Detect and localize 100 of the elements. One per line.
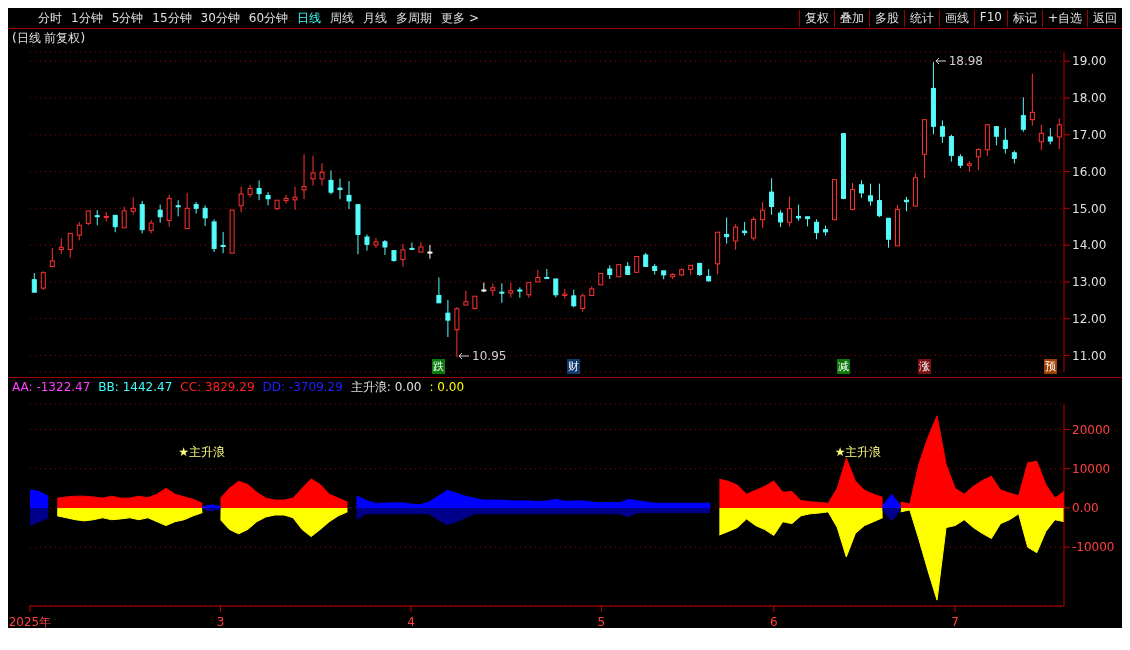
text: 统计 bbox=[903, 9, 939, 27]
candlestick bbox=[121, 206, 127, 229]
text: 5分钟 bbox=[111, 9, 144, 27]
candlestick bbox=[220, 231, 226, 254]
candlestick bbox=[67, 232, 73, 259]
chart-title: (日线 前复权) bbox=[11, 30, 87, 47]
candlestick bbox=[948, 134, 954, 163]
candlestick bbox=[733, 223, 739, 251]
text: 周线 bbox=[330, 9, 355, 27]
annotation: 财 bbox=[566, 359, 580, 374]
candlestick bbox=[310, 155, 316, 187]
y-tick-label: 14.00 bbox=[1072, 238, 1107, 253]
text: : 0.00 bbox=[429, 379, 465, 396]
candlestick bbox=[885, 217, 891, 249]
candlestick bbox=[454, 306, 460, 358]
candlestick bbox=[427, 244, 433, 260]
candlestick bbox=[445, 299, 451, 338]
text: 日线 bbox=[297, 9, 322, 27]
y-tick-label: 20000 bbox=[1072, 422, 1111, 437]
candlestick bbox=[373, 237, 379, 249]
text: 15分钟 bbox=[152, 9, 192, 27]
candlestick bbox=[769, 177, 775, 216]
y-tick-label: 16.00 bbox=[1072, 164, 1107, 179]
y-tick-label: 12.00 bbox=[1072, 311, 1107, 326]
text: AA: -1322.47 bbox=[12, 379, 91, 396]
candlestick bbox=[256, 179, 262, 201]
candlestick bbox=[760, 201, 766, 229]
candlestick bbox=[184, 192, 190, 230]
text: 30分钟 bbox=[200, 9, 240, 27]
candlestick bbox=[787, 196, 793, 227]
x-tick-label: 6 bbox=[769, 615, 778, 629]
candlestick bbox=[166, 194, 172, 228]
candlestick bbox=[850, 182, 856, 212]
candlestick bbox=[382, 239, 388, 256]
candlestick bbox=[724, 217, 730, 245]
text: CC: 3829.29 bbox=[180, 379, 255, 396]
y-tick-label: 18.00 bbox=[1072, 91, 1107, 106]
candlestick bbox=[939, 119, 945, 144]
candlestick bbox=[1029, 73, 1035, 127]
candlestick bbox=[400, 243, 406, 268]
candlestick bbox=[814, 218, 820, 240]
candlestick bbox=[301, 153, 307, 200]
candlestick bbox=[76, 221, 82, 241]
candlestick bbox=[409, 242, 415, 251]
candlestick bbox=[283, 194, 289, 205]
y-tick-label: 0.00 bbox=[1072, 501, 1099, 516]
text: 更多 > bbox=[441, 9, 479, 27]
candlestick bbox=[975, 147, 981, 171]
annotation: 涨 bbox=[917, 359, 931, 374]
candlestick bbox=[193, 201, 199, 214]
text: +自选 bbox=[1041, 9, 1087, 27]
annotation: 预 bbox=[1043, 359, 1057, 374]
candlestick bbox=[265, 191, 271, 206]
text: BB: 1442.47 bbox=[98, 379, 173, 396]
text: F10 bbox=[973, 9, 1007, 27]
annotation: 跌 bbox=[432, 359, 446, 374]
text: 标记 bbox=[1006, 9, 1042, 27]
candlestick bbox=[1002, 127, 1008, 155]
y-tick-label: -10000 bbox=[1072, 540, 1115, 555]
text: 画线 bbox=[938, 9, 974, 27]
text: 主升浪: 0.00 bbox=[350, 379, 422, 396]
candlestick bbox=[1020, 96, 1026, 133]
candlestick bbox=[1056, 118, 1062, 150]
candlestick bbox=[751, 216, 757, 242]
candlestick bbox=[202, 204, 208, 227]
text: 60分钟 bbox=[248, 9, 289, 27]
y-tick-label: 10000 bbox=[1072, 461, 1111, 476]
x-tick-label: 4 bbox=[407, 615, 415, 629]
candlestick bbox=[292, 186, 298, 211]
text: 月线 bbox=[363, 9, 388, 27]
text: 多周期 bbox=[396, 9, 433, 27]
candlestick bbox=[40, 270, 46, 291]
candlestick bbox=[31, 272, 37, 293]
x-tick-label: 5 bbox=[597, 615, 606, 629]
candlestick bbox=[481, 282, 487, 293]
candlestick bbox=[346, 180, 352, 210]
candlestick bbox=[238, 186, 244, 213]
candlestick bbox=[436, 276, 442, 304]
candlestick bbox=[328, 169, 334, 195]
candlestick bbox=[364, 233, 370, 252]
y-tick-label: 19.00 bbox=[1072, 54, 1107, 69]
candlestick bbox=[876, 183, 882, 218]
annotation: 18.98 bbox=[948, 53, 983, 68]
text: 分时 bbox=[38, 9, 62, 27]
y-tick-label: 11.00 bbox=[1072, 348, 1107, 363]
text: DD: -3709.29 bbox=[262, 379, 343, 396]
candlestick bbox=[463, 290, 469, 306]
annotation: 减 bbox=[836, 359, 850, 374]
text: 返回 bbox=[1087, 9, 1122, 27]
x-tick-label: 3 bbox=[216, 615, 225, 629]
candlestick bbox=[157, 204, 163, 224]
candlestick bbox=[1038, 124, 1044, 151]
x-tick-label: 2025年 bbox=[8, 615, 52, 629]
candlestick bbox=[867, 183, 873, 207]
candlestick bbox=[490, 283, 496, 297]
candlestick bbox=[499, 282, 505, 304]
y-tick-label: 17.00 bbox=[1072, 128, 1107, 143]
y-tick-label: 15.00 bbox=[1072, 201, 1107, 216]
text: 叠加 bbox=[833, 9, 869, 27]
candlestick bbox=[993, 126, 999, 146]
